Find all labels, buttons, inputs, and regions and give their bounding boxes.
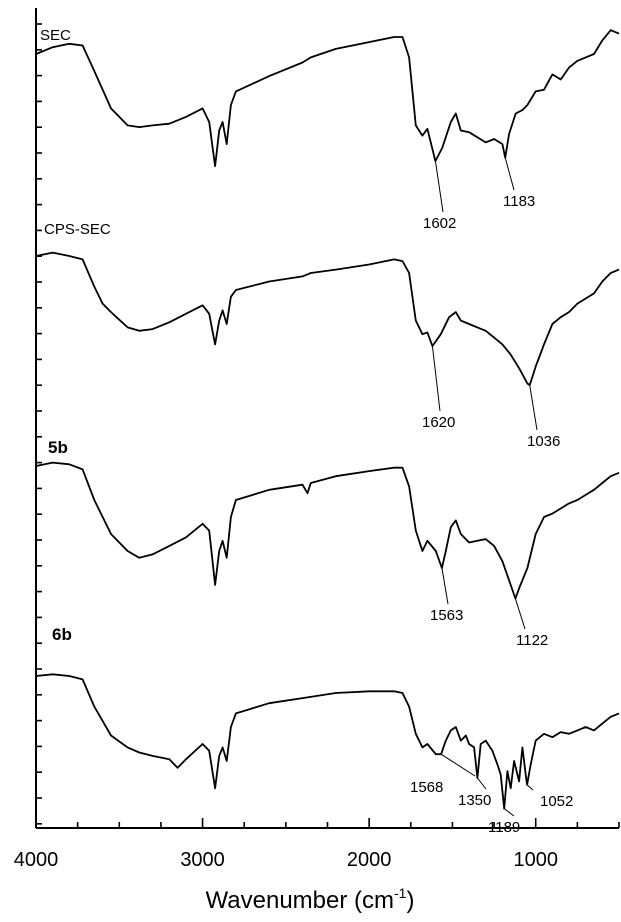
peak-label: 1052	[540, 793, 573, 810]
series-label: 5b	[48, 438, 68, 457]
x-axis-title-close: )	[406, 887, 414, 914]
spectrum-3	[35, 461, 620, 600]
peak-label: 1350	[458, 792, 491, 809]
x-axis-title-main: Wavenumber (cm	[206, 887, 394, 914]
peak-leader-line	[441, 567, 449, 605]
peak-leader-line	[503, 808, 515, 817]
peak-label: 1568	[410, 779, 443, 796]
peak-label: 1036	[527, 433, 560, 450]
peak-leader-line	[526, 784, 534, 791]
x-tick-label: 3000	[180, 849, 225, 871]
peak-label: 1189	[488, 819, 520, 836]
peak-label: 1620	[422, 414, 455, 431]
peak-leader-line	[434, 161, 444, 213]
spectrum-2	[35, 251, 620, 387]
peak-label: 1122	[516, 632, 548, 649]
spectrum-1	[35, 29, 620, 168]
x-axis-title-sup: -1	[394, 885, 407, 901]
x-tick-label: 1000	[513, 849, 558, 871]
labels: SEC 1602 1183 CPS-SEC 1620 1036 5b 1563 1122 6b 15…	[40, 27, 573, 836]
peak-leader-line	[431, 346, 441, 412]
x-tick-label: 2000	[347, 849, 392, 871]
peak-label: 1602	[423, 215, 456, 232]
peak-leader-line	[477, 777, 487, 790]
peak-leader-line	[504, 157, 515, 191]
spectra	[35, 29, 620, 810]
peak-leader-line	[514, 598, 526, 630]
spectrum-4	[35, 673, 620, 810]
series-label: CPS-SEC	[44, 221, 111, 238]
series-label: 6b	[52, 625, 72, 644]
series-label: SEC	[40, 27, 71, 44]
axes: 4000 3000 2000 1000	[14, 8, 620, 871]
peak-leader-line	[440, 753, 476, 777]
peak-leader-line	[529, 385, 538, 431]
peak-label: 1563	[430, 607, 463, 624]
peak-label: 1183	[503, 193, 535, 210]
x-tick-label: 4000	[14, 849, 59, 871]
x-axis-title: Wavenumber (cm-1)	[206, 885, 415, 914]
